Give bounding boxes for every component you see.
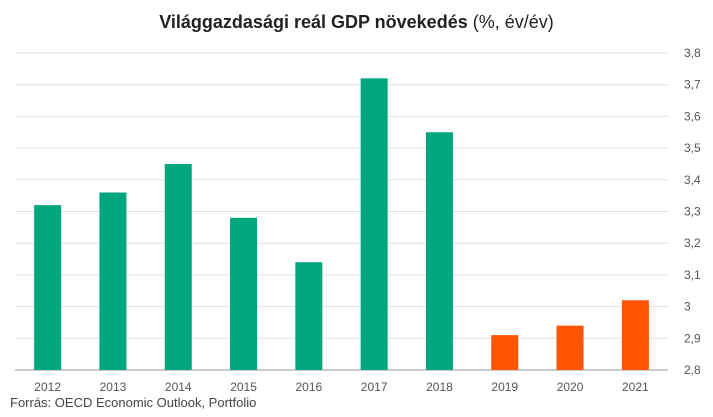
bar-2016 (295, 262, 323, 370)
x-tick-label: 2012 (34, 380, 61, 394)
bar-2020 (556, 325, 584, 370)
y-tick-label: 3,2 (684, 236, 701, 250)
x-axis-tick-labels: 2012 2013 2014 2015 2016 2017 2018 2019 2020 2021 (34, 380, 649, 394)
chart-title-main: Világgazdasági reál GDP növekedés (159, 12, 468, 32)
x-tick-label: 2013 (100, 380, 127, 394)
y-tick-label: 2,8 (684, 363, 701, 377)
y-tick-label: 3,5 (684, 141, 701, 155)
y-tick-label: 3,4 (684, 173, 701, 187)
y-tick-label: 3,3 (684, 205, 701, 219)
chart-title: Világgazdasági reál GDP növekedés (%, év… (0, 12, 713, 33)
bar-2019 (491, 335, 519, 370)
y-tick-label: 2,9 (684, 331, 701, 345)
x-tick-label: 2016 (295, 380, 322, 394)
bar-2014 (164, 163, 192, 370)
y-tick-label: 3,8 (684, 46, 701, 60)
x-tick-label: 2019 (491, 380, 518, 394)
x-tick-label: 2021 (622, 380, 649, 394)
x-tick-label: 2014 (165, 380, 192, 394)
chart-title-unit: (%, év/év) (472, 12, 554, 32)
x-tick-label: 2017 (361, 380, 388, 394)
x-tick-label: 2020 (557, 380, 584, 394)
y-tick-label: 3,7 (684, 78, 701, 92)
source-note: Forrás: OECD Economic Outlook, Portfolio (10, 395, 257, 410)
y-tick-label: 3,6 (684, 109, 701, 123)
bar-2018 (425, 132, 453, 370)
bar-2013 (99, 192, 127, 370)
bar-2017 (360, 78, 388, 371)
bars (34, 78, 649, 371)
bar-2015 (230, 217, 258, 370)
bar-2012 (34, 205, 62, 370)
y-axis-tick-labels: 2,8 2,9 3 3,1 3,2 3,3 3,4 3,5 3,6 3,7 3,8 (684, 46, 701, 377)
y-tick-label: 3,1 (684, 268, 701, 282)
x-tick-label: 2015 (230, 380, 257, 394)
x-tick-label: 2018 (426, 380, 453, 394)
bar-2021 (621, 300, 649, 370)
y-tick-label: 3 (684, 300, 691, 314)
